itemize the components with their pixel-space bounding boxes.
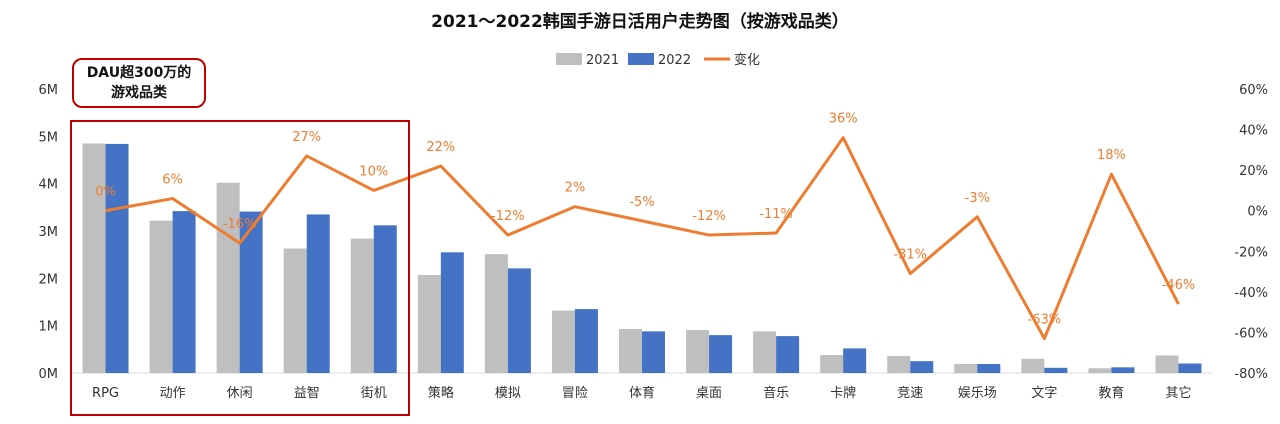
bar-2021 — [1021, 358, 1045, 373]
bar-2022 — [574, 309, 598, 373]
bar-2021 — [619, 328, 642, 373]
bar-2021 — [149, 220, 173, 373]
legend-label-2022: 2022 — [658, 53, 691, 68]
bar-2022 — [440, 252, 464, 373]
y-right-tick-label: -40% — [1234, 286, 1268, 301]
x-tick-label: 桌面 — [696, 386, 722, 401]
x-tick-label: 娱乐场 — [958, 386, 997, 401]
y-right-tick-label: 0% — [1247, 205, 1268, 220]
change-data-label: -11% — [759, 207, 793, 222]
change-data-label: -31% — [893, 248, 927, 263]
bar-2021 — [686, 329, 710, 373]
change-data-label: -12% — [491, 209, 525, 224]
x-tick-label: 教育 — [1098, 385, 1124, 401]
y-left-tick-label: 0M — [39, 367, 59, 382]
y-left-tick-label: 2M — [39, 272, 59, 287]
bar-2021 — [82, 143, 106, 373]
change-data-label: -3% — [965, 191, 990, 206]
change-data-label: 2% — [565, 181, 586, 196]
bar-2021 — [753, 331, 777, 373]
bar-2022 — [105, 143, 129, 373]
x-tick-label: 文字 — [1031, 386, 1057, 401]
callout-line-2: 游戏品类 — [111, 85, 167, 101]
change-data-label: 6% — [162, 173, 183, 188]
bar-2021 — [1088, 368, 1112, 373]
bar-2021 — [887, 355, 911, 373]
y-right-tick-label: 20% — [1239, 164, 1268, 179]
change-data-label: 18% — [1097, 148, 1126, 163]
x-tick-label: 益智 — [294, 386, 320, 401]
legend-swatch-2021 — [556, 53, 582, 65]
bar-2021 — [283, 248, 307, 373]
y-left-tick-label: 3M — [39, 225, 59, 240]
highlight-box — [70, 120, 410, 416]
bar-2022 — [1111, 367, 1135, 373]
bar-2021 — [551, 310, 575, 373]
change-data-label: 27% — [292, 130, 321, 145]
y-left-tick-label: 4M — [39, 178, 59, 193]
change-data-label: -46% — [1162, 278, 1196, 293]
legend-swatch-2022 — [628, 53, 654, 65]
change-line — [105, 136, 1180, 341]
x-tick-label: 冒险 — [562, 386, 588, 401]
bar-2021 — [350, 238, 374, 373]
x-tick-label: 街机 — [361, 386, 387, 401]
change-data-label: -12% — [692, 209, 726, 224]
legend-label-change: 变化 — [734, 52, 760, 68]
x-tick-label: 其它 — [1165, 385, 1191, 401]
change-data-label: 22% — [426, 140, 455, 155]
bar-2022 — [910, 361, 934, 373]
change-data-label: 0% — [95, 185, 116, 200]
bar-2022 — [642, 331, 665, 373]
x-tick-label: 竞速 — [897, 385, 923, 401]
x-tick-label: 策略 — [428, 385, 454, 401]
bar-2022 — [239, 211, 263, 373]
x-tick-label: 模拟 — [495, 386, 521, 401]
y-right-tick-label: 60% — [1239, 83, 1268, 98]
x-tick-label: 卡牌 — [830, 385, 856, 401]
bar-2022 — [306, 214, 330, 373]
bar-2022 — [1178, 363, 1202, 373]
chart-title: 2021～2022韩国手游日活用户走势图（按游戏品类） — [431, 11, 849, 32]
y-left-tick-label: 5M — [39, 130, 59, 145]
x-tick-label: 动作 — [160, 386, 186, 401]
bar-2021 — [954, 364, 978, 373]
bar-2022 — [172, 211, 196, 373]
change-data-label: -63% — [1028, 313, 1062, 328]
change-data-label: -5% — [629, 195, 654, 210]
change-data-label: 36% — [829, 112, 858, 127]
y-right-tick-label: -60% — [1234, 326, 1268, 341]
change-data-label: 10% — [359, 164, 388, 179]
x-tick-label: RPG — [92, 386, 119, 401]
bar-2021 — [484, 254, 508, 373]
legend-label-2021: 2021 — [586, 53, 619, 68]
y-right-tick-label: 40% — [1239, 124, 1268, 139]
bar-2021 — [820, 355, 844, 373]
bar-2022 — [1044, 367, 1068, 373]
y-left-tick-label: 6M — [39, 83, 59, 98]
callout-line-1: DAU超300万的 — [86, 65, 192, 81]
bar-2022 — [373, 225, 397, 373]
bar-2022 — [507, 268, 531, 373]
y-right-tick-label: -20% — [1234, 245, 1268, 260]
bar-2021 — [1155, 355, 1179, 373]
bar-2022 — [977, 364, 1001, 373]
x-tick-label: 音乐 — [763, 385, 789, 401]
bar-2022 — [776, 336, 800, 373]
bar-2022 — [709, 335, 733, 373]
callout-box: DAU超300万的 游戏品类 — [72, 58, 206, 108]
bar-2021 — [417, 275, 441, 373]
y-left-tick-label: 1M — [39, 320, 59, 335]
change-data-label: -16% — [223, 217, 257, 232]
x-tick-label: 休闲 — [227, 386, 253, 401]
x-tick-label: 体育 — [629, 385, 655, 401]
bar-2022 — [843, 348, 867, 373]
y-right-tick-label: -80% — [1234, 367, 1268, 382]
